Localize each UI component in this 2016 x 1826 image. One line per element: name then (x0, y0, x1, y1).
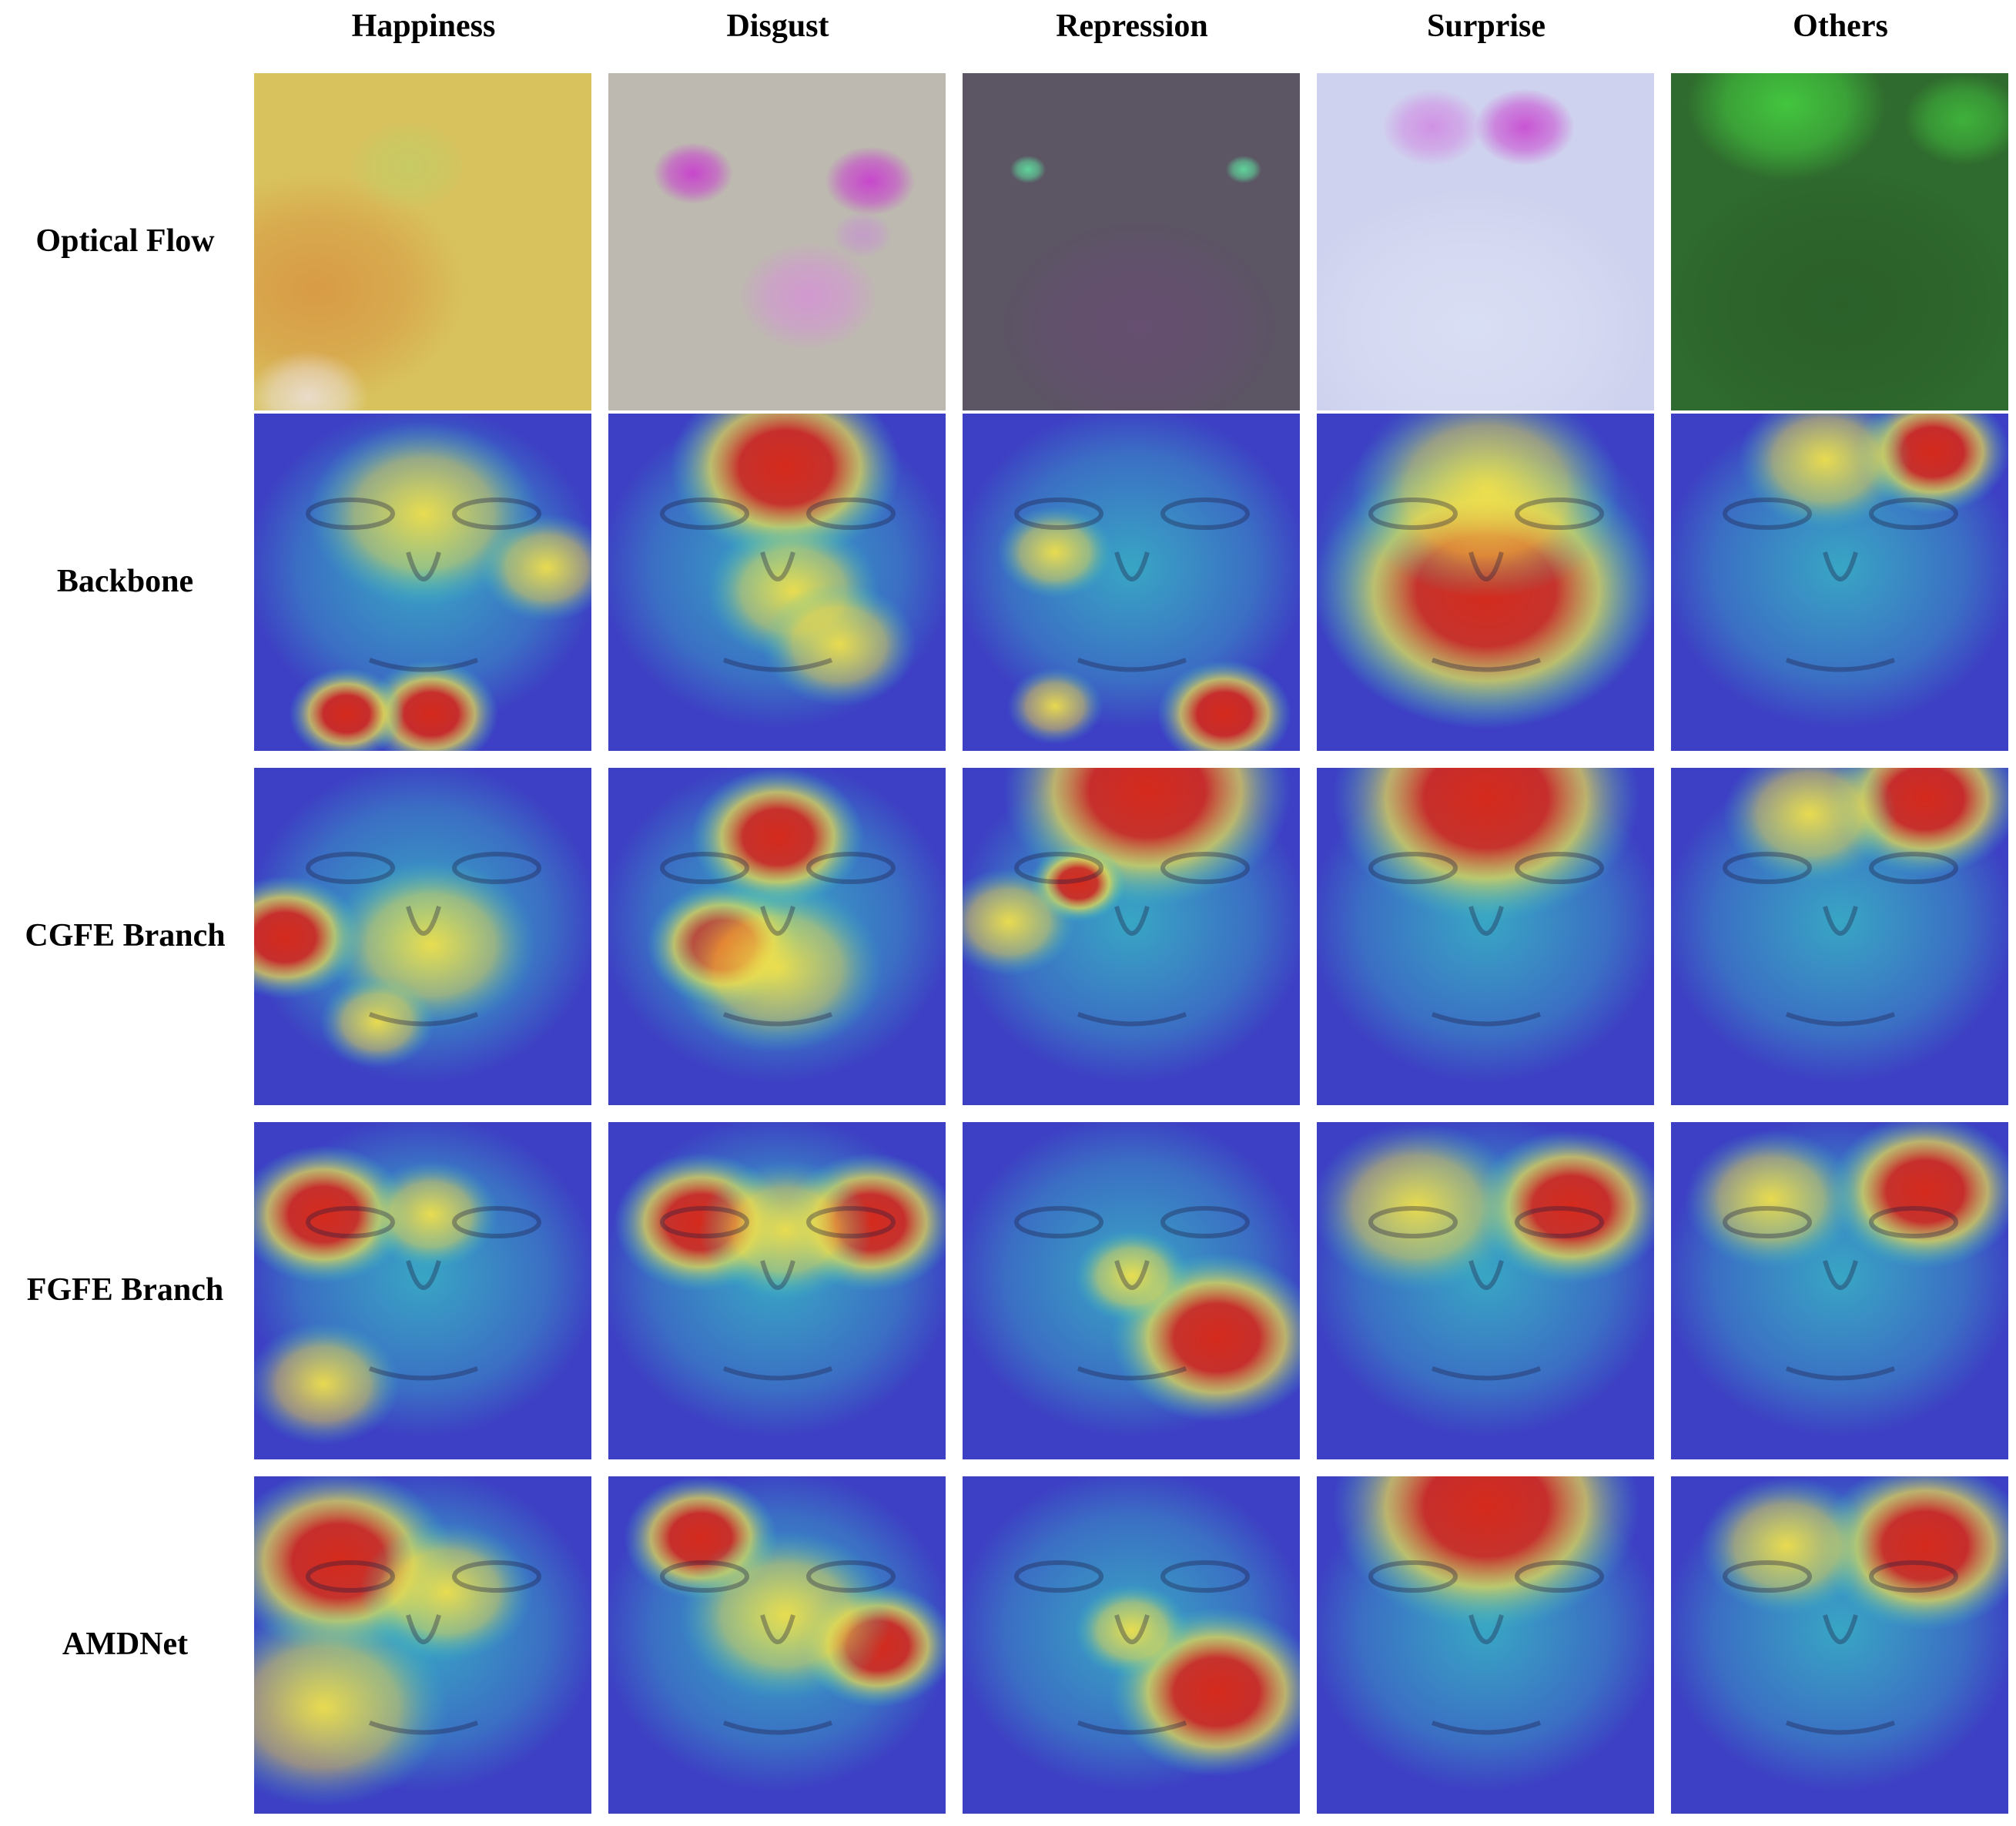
optical-flow-happiness-image (254, 73, 591, 410)
amdnet-disgust-image (608, 1476, 946, 1814)
column-header-repression: Repression (1056, 8, 1208, 44)
row-label-optical-flow: Optical Flow (35, 223, 215, 259)
cgfe-branch-others-image (1671, 768, 2008, 1105)
optical-flow-others-image (1671, 73, 2008, 410)
cgfe-branch-happiness-image (254, 768, 591, 1105)
amdnet-others-image (1671, 1476, 2008, 1814)
row-label-amdnet: AMDNet (62, 1627, 189, 1662)
amdnet-repression-image (963, 1476, 1300, 1814)
optical-flow-disgust-image (608, 73, 946, 410)
amdnet-surprise-image (1317, 1476, 1654, 1814)
fgfe-branch-others-image (1671, 1122, 2008, 1459)
cgfe-branch-repression-image (963, 768, 1300, 1105)
column-header-surprise: Surprise (1426, 8, 1545, 44)
backbone-disgust-image (608, 414, 946, 751)
fgfe-branch-surprise-image (1317, 1122, 1654, 1459)
backbone-happiness-image (254, 414, 591, 751)
row-label-backbone: Backbone (56, 564, 194, 599)
column-header-others: Others (1793, 8, 1888, 44)
optical-flow-repression-image (963, 73, 1300, 410)
backbone-repression-image (963, 414, 1300, 751)
cgfe-branch-surprise-image (1317, 768, 1654, 1105)
column-header-disgust: Disgust (726, 8, 829, 44)
optical-flow-surprise-image (1317, 73, 1654, 410)
fgfe-branch-repression-image (963, 1122, 1300, 1459)
row-label-fgfe-branch: FGFE Branch (26, 1272, 224, 1308)
amdnet-happiness-image (254, 1476, 591, 1814)
backbone-others-image (1671, 414, 2008, 751)
cgfe-branch-disgust-image (608, 768, 946, 1105)
column-header-happiness: Happiness (351, 8, 496, 44)
row-label-cgfe-branch: CGFE Branch (25, 918, 226, 953)
backbone-surprise-image (1317, 414, 1654, 751)
fgfe-branch-happiness-image (254, 1122, 591, 1459)
fgfe-branch-disgust-image (608, 1122, 946, 1459)
